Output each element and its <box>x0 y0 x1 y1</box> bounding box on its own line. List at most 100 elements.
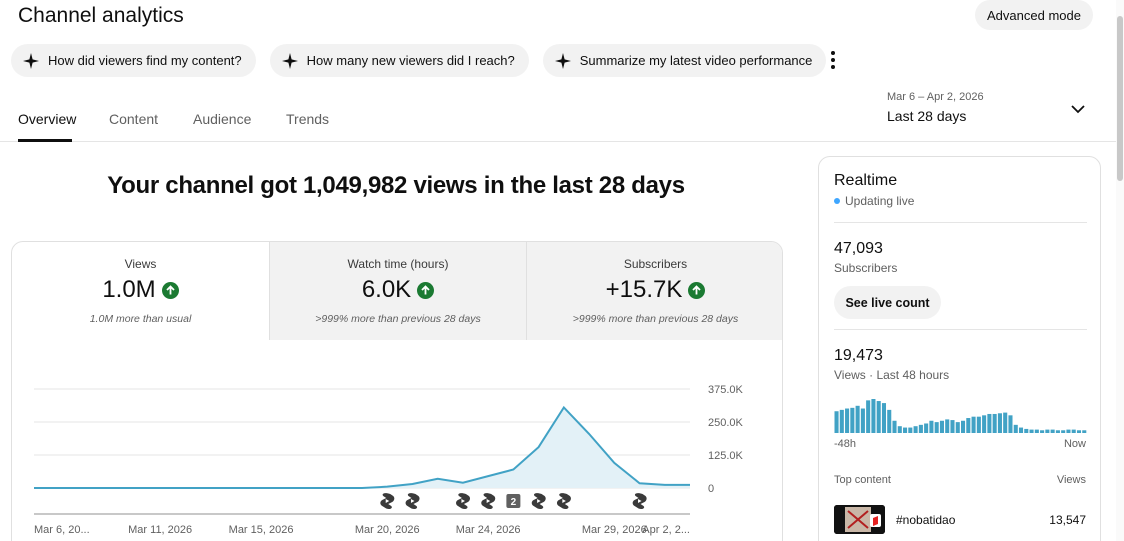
scrollbar-thumb[interactable] <box>1117 16 1123 181</box>
suggestion-chip-summary[interactable]: Summarize my latest video performance <box>542 44 827 77</box>
realtime-hour-bar[interactable] <box>971 416 976 433</box>
date-range-dates: Mar 6 – Apr 2, 2026 <box>887 91 984 103</box>
realtime-hour-bar[interactable] <box>1040 430 1045 433</box>
x-tick-label: Mar 11, 2026 <box>128 524 192 536</box>
shorts-upload-marker[interactable] <box>531 493 546 510</box>
realtime-hour-bar[interactable] <box>939 420 944 433</box>
realtime-hour-bar[interactable] <box>976 416 981 433</box>
sparkle-icon <box>281 52 298 69</box>
metric-comparison: 1.0M more than usual <box>89 313 192 325</box>
tab-overview[interactable]: Overview <box>18 111 77 127</box>
realtime-hour-bar[interactable] <box>987 413 992 433</box>
realtime-hour-bar[interactable] <box>1008 415 1013 433</box>
chevron-down-icon[interactable] <box>1070 101 1086 117</box>
metric-label: Watch time (hours) <box>347 257 449 271</box>
shorts-upload-marker[interactable] <box>481 493 496 510</box>
svg-text:2: 2 <box>511 497 517 508</box>
realtime-hour-bar[interactable] <box>1061 430 1066 433</box>
realtime-hour-bar[interactable] <box>950 420 955 433</box>
suggestion-chip-new-viewers[interactable]: How many new viewers did I reach? <box>269 44 529 77</box>
views-series-line <box>34 405 690 489</box>
realtime-hour-bar[interactable] <box>1034 429 1039 433</box>
realtime-hour-bar[interactable] <box>860 408 865 433</box>
metric-watch-time[interactable]: Watch time (hours) 6.0K >999% more than … <box>269 242 526 340</box>
realtime-hour-bar[interactable] <box>897 426 902 433</box>
realtime-hour-bar[interactable] <box>887 409 892 433</box>
tab-content[interactable]: Content <box>109 111 159 127</box>
x-tick-label: Mar 20, 2026 <box>355 524 420 536</box>
realtime-hour-bar[interactable] <box>892 420 897 433</box>
date-range-label: Last 28 days <box>887 108 967 124</box>
realtime-hour-bar[interactable] <box>850 407 855 433</box>
shorts-upload-marker[interactable] <box>456 493 471 510</box>
more-options-icon[interactable] <box>826 48 840 72</box>
realtime-hour-bar[interactable] <box>876 401 881 433</box>
realtime-hour-bar[interactable] <box>918 424 923 433</box>
realtime-hour-bar[interactable] <box>997 413 1002 433</box>
suggestion-chip-label: Summarize my latest video performance <box>579 53 813 68</box>
realtime-hour-bar[interactable] <box>1029 429 1034 433</box>
x-tick-label: Mar 6, 20... <box>34 524 90 536</box>
realtime-hour-bar[interactable] <box>929 420 934 433</box>
y-tick-label: 0 <box>708 483 714 495</box>
date-range-picker[interactable]: Mar 6 – Apr 2, 2026 Last 28 days <box>887 91 984 124</box>
realtime-hour-bar[interactable] <box>908 427 913 433</box>
realtime-hour-bar[interactable] <box>955 422 960 433</box>
realtime-hour-bar[interactable] <box>961 420 966 433</box>
page-scrollbar[interactable] <box>1116 0 1124 541</box>
realtime-hour-bar[interactable] <box>1045 429 1050 433</box>
realtime-hour-bar[interactable] <box>1050 429 1055 433</box>
realtime-hour-bar[interactable] <box>1071 429 1076 433</box>
suggestion-chip-traffic[interactable]: How did viewers find my content? <box>11 44 256 77</box>
top-content-views-heading: Views <box>1056 474 1086 486</box>
realtime-hour-bar[interactable] <box>871 399 876 433</box>
shorts-upload-marker[interactable] <box>380 493 395 510</box>
realtime-views-label: Views · Last 48 hours <box>834 368 950 382</box>
x-tick-label: Mar 24, 2026 <box>456 524 521 536</box>
realtime-hour-bar[interactable] <box>966 418 971 433</box>
realtime-hour-bar[interactable] <box>1082 430 1087 433</box>
video-thumbnail[interactable] <box>834 505 885 534</box>
advanced-mode-button[interactable]: Advanced mode <box>975 0 1093 30</box>
see-live-count-button[interactable]: See live count <box>834 286 941 319</box>
realtime-hour-bar[interactable] <box>1018 427 1024 433</box>
realtime-hour-bar[interactable] <box>945 419 950 433</box>
realtime-views-bar-chart[interactable] <box>834 397 1087 433</box>
realtime-hour-bar[interactable] <box>1055 430 1060 433</box>
top-content-title[interactable]: #nobatidao <box>896 513 956 527</box>
metric-views[interactable]: Views 1.0M 1.0M more than usual <box>12 242 269 340</box>
tab-trends[interactable]: Trends <box>286 111 330 127</box>
shorts-upload-marker[interactable] <box>556 493 571 510</box>
realtime-hour-bar[interactable] <box>924 423 929 433</box>
metric-value: +15.7K <box>605 276 683 303</box>
views-area-fill <box>34 407 690 488</box>
shorts-upload-marker[interactable] <box>405 493 420 510</box>
realtime-hour-bar[interactable] <box>1013 424 1018 433</box>
realtime-hour-bar[interactable] <box>1003 412 1008 433</box>
tab-audience[interactable]: Audience <box>193 111 252 127</box>
realtime-views-value: 19,473 <box>834 347 883 364</box>
realtime-hour-bar[interactable] <box>992 413 997 433</box>
shorts-upload-marker[interactable] <box>632 493 647 510</box>
realtime-hour-bar[interactable] <box>1076 430 1082 433</box>
views-area-chart[interactable]: 375.0K 250.0K 125.0K 0 2 Mar 6, 20... Mar 11, … <box>12 340 783 541</box>
realtime-hour-bar[interactable] <box>881 403 887 433</box>
realtime-hour-bar[interactable] <box>845 408 850 433</box>
realtime-hour-bar[interactable] <box>866 400 871 433</box>
realtime-title: Realtime <box>834 172 898 189</box>
realtime-hour-bar[interactable] <box>934 422 939 433</box>
active-tab-indicator <box>18 139 72 142</box>
y-tick-label: 375.0K <box>708 384 744 396</box>
realtime-hour-bar[interactable] <box>1024 428 1029 433</box>
metric-subscribers[interactable]: Subscribers +15.7K >999% more than previ… <box>526 242 782 340</box>
video-upload-marker[interactable]: 2 <box>506 494 521 508</box>
realtime-hour-bar[interactable] <box>982 415 987 433</box>
realtime-hour-bar[interactable] <box>839 409 844 433</box>
realtime-axis-end: Now <box>1063 438 1086 450</box>
realtime-hour-bar[interactable] <box>903 427 908 433</box>
realtime-hour-bar[interactable] <box>1066 429 1071 433</box>
views-headline: Your channel got 1,049,982 views in the … <box>107 172 685 199</box>
realtime-hour-bar[interactable] <box>913 426 918 433</box>
realtime-hour-bar[interactable] <box>834 411 839 433</box>
realtime-hour-bar[interactable] <box>855 405 860 433</box>
